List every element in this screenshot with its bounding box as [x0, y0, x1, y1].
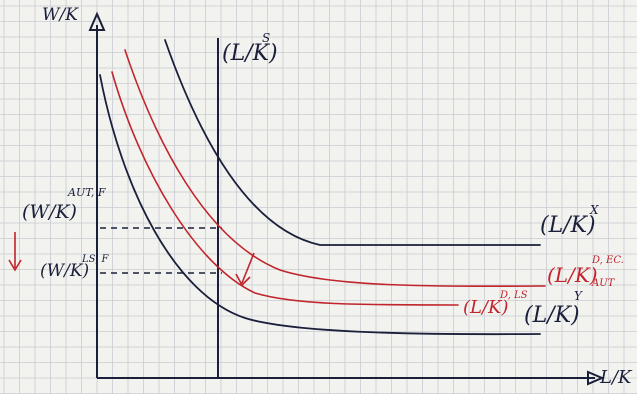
curve-aut-label-sub: AUT: [591, 278, 616, 289]
x-axis-arrow-icon: [587, 370, 605, 386]
curve-red-upper: [124, 49, 546, 288]
curve-aut-label: (L/K): [547, 263, 598, 287]
axes: [88, 11, 605, 386]
curve-y-label-sup: Y: [574, 289, 583, 303]
curve-ls-label: (L/K): [463, 297, 509, 318]
wage-aut-label: (W/K): [22, 201, 77, 223]
x-axis-label: L/K: [599, 367, 633, 388]
red-shift-arrow-icon: [235, 252, 255, 287]
curve-y-label: (L/K): [524, 303, 580, 328]
supply-label-sup: S: [262, 31, 270, 45]
curve-y-bottom: [99, 74, 541, 336]
curve-x-top: [164, 39, 541, 246]
dashed-guides: [100, 227, 222, 274]
curve-x-label-sup: X: [589, 203, 599, 217]
curve-x-label: (L/K): [540, 213, 596, 238]
wage-aut-label-sup: AUT, F: [67, 186, 106, 199]
red-down-arrow-icon: [8, 232, 22, 272]
y-axis-label: W/K: [42, 5, 79, 25]
y-axis-arrow-icon: [88, 11, 106, 31]
curve-red-lower: [111, 71, 459, 306]
supply-label: (L/K): [222, 41, 278, 66]
curve-ls-label-sup: D, LS: [499, 290, 528, 301]
wage-ls-label: (W/K): [40, 261, 89, 281]
curves: [99, 39, 546, 336]
curve-aut-label-sup: D, EC.: [591, 255, 624, 266]
wage-ls-label-sup: LS, F: [81, 254, 109, 265]
